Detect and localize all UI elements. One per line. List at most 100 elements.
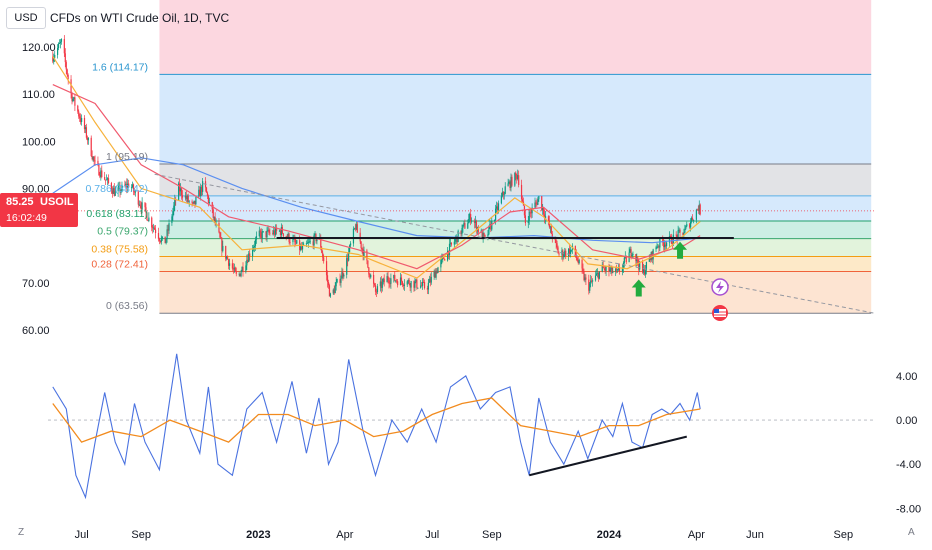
- price-tick-label: 120.00: [22, 42, 56, 54]
- candle-body: [280, 227, 283, 236]
- candle-body: [520, 184, 523, 200]
- symbol-badge: USOIL: [40, 196, 74, 208]
- candle-body: [245, 265, 247, 272]
- candle-body: [100, 170, 102, 177]
- candle-body: [173, 205, 175, 212]
- candle-body: [349, 245, 351, 252]
- candle-body: [120, 190, 122, 193]
- candle-body: [435, 270, 437, 278]
- candle-body: [631, 254, 633, 257]
- candle-body: [332, 289, 334, 294]
- candle-body: [193, 200, 195, 204]
- candle-body: [153, 227, 155, 229]
- candle-body: [125, 183, 127, 186]
- candle-body: [240, 271, 242, 277]
- auto-scale-button[interactable]: A: [908, 527, 915, 538]
- flag-canton: [714, 309, 719, 313]
- candle-body: [180, 188, 183, 196]
- candle-body: [475, 221, 478, 231]
- candle-body: [307, 242, 309, 244]
- candle-body: [273, 230, 275, 234]
- candle-body: [503, 193, 505, 195]
- fibonacci-zones: [159, 0, 872, 314]
- candle-body: [130, 187, 133, 189]
- candle-body: [105, 179, 107, 181]
- oscillator-tick-label: 4.00: [896, 371, 917, 383]
- candle-body: [690, 217, 693, 222]
- time-axis[interactable]: Jul Sep 2023 Apr Jul Sep 2024 Apr Jun Sep: [75, 529, 854, 541]
- candle-body: [408, 280, 410, 285]
- candle-body: [689, 224, 691, 228]
- candle-body: [524, 215, 526, 223]
- arrow-up-icon: [631, 279, 646, 297]
- fib-level-label: 0.5 (79.37): [97, 226, 148, 238]
- candle-body: [159, 240, 161, 242]
- candle-body: [482, 232, 484, 240]
- candle-body: [507, 183, 509, 187]
- candle-body: [91, 156, 93, 160]
- candle-body: [278, 230, 281, 232]
- candle-body: [454, 239, 456, 242]
- candle-body: [575, 254, 577, 258]
- candle-body: [157, 233, 160, 239]
- candle-body: [341, 272, 343, 279]
- candle-body: [174, 199, 176, 206]
- candle-body: [114, 191, 116, 196]
- candle-body: [605, 266, 607, 271]
- candle-body: [316, 237, 318, 242]
- candle-body: [375, 291, 378, 293]
- candle-body: [632, 253, 634, 255]
- signal-line: [52, 397, 701, 443]
- bar-countdown: 16:02:49: [6, 212, 47, 224]
- candle-body: [334, 286, 336, 294]
- candle-body: [518, 175, 520, 185]
- candle-body: [57, 48, 59, 55]
- candle-body: [325, 261, 328, 276]
- arrow-up-icon: [673, 241, 688, 259]
- candle-body: [597, 272, 599, 279]
- candle-body: [658, 246, 660, 248]
- candle-body: [464, 223, 466, 229]
- candle-body: [368, 267, 370, 275]
- oscillator-tick-label: 0.00: [896, 415, 917, 427]
- candle-body: [629, 249, 631, 253]
- candle-body: [65, 62, 67, 70]
- time-tick-label: Jul: [425, 529, 439, 541]
- candle-body: [655, 247, 657, 250]
- candle-body: [535, 202, 537, 204]
- candle-body: [141, 202, 143, 210]
- time-tick-label: Sep: [131, 529, 151, 541]
- candle-body: [417, 287, 419, 289]
- candle-body: [213, 216, 215, 218]
- candle-body: [73, 97, 75, 100]
- candle-body: [158, 238, 161, 241]
- candle-body: [388, 280, 390, 284]
- fib-level-label: 0.786 (88.42): [86, 183, 148, 195]
- candle-body: [251, 249, 254, 257]
- candle-body: [645, 261, 648, 271]
- candle-body: [394, 275, 396, 281]
- time-tick-label: Jun: [746, 529, 764, 541]
- event-icons[interactable]: [711, 278, 729, 321]
- candle-body: [675, 234, 677, 236]
- currency-button[interactable]: USD: [6, 7, 46, 29]
- price-axis[interactable]: 120.00 110.00 100.00 90.00 70.00 60.00 4.00 0.0…: [22, 42, 921, 516]
- candle-body: [328, 285, 331, 297]
- candle-body: [402, 284, 405, 286]
- candle-body: [395, 280, 397, 282]
- candle-body: [366, 250, 368, 261]
- zoom-button[interactable]: Z: [18, 527, 25, 538]
- candle-body: [343, 274, 345, 277]
- moving-average-line: [52, 55, 701, 279]
- candle-body: [430, 276, 432, 283]
- candle-body: [581, 259, 583, 269]
- candle-body: [228, 263, 231, 266]
- candle-body: [152, 227, 154, 229]
- candle-body: [78, 111, 80, 117]
- candle-body: [347, 258, 349, 261]
- candle-body: [167, 229, 169, 231]
- candle-body: [353, 228, 356, 230]
- candle-body: [127, 183, 129, 188]
- candle-body: [549, 226, 551, 228]
- oscillator-tick-label: -4.00: [896, 459, 921, 471]
